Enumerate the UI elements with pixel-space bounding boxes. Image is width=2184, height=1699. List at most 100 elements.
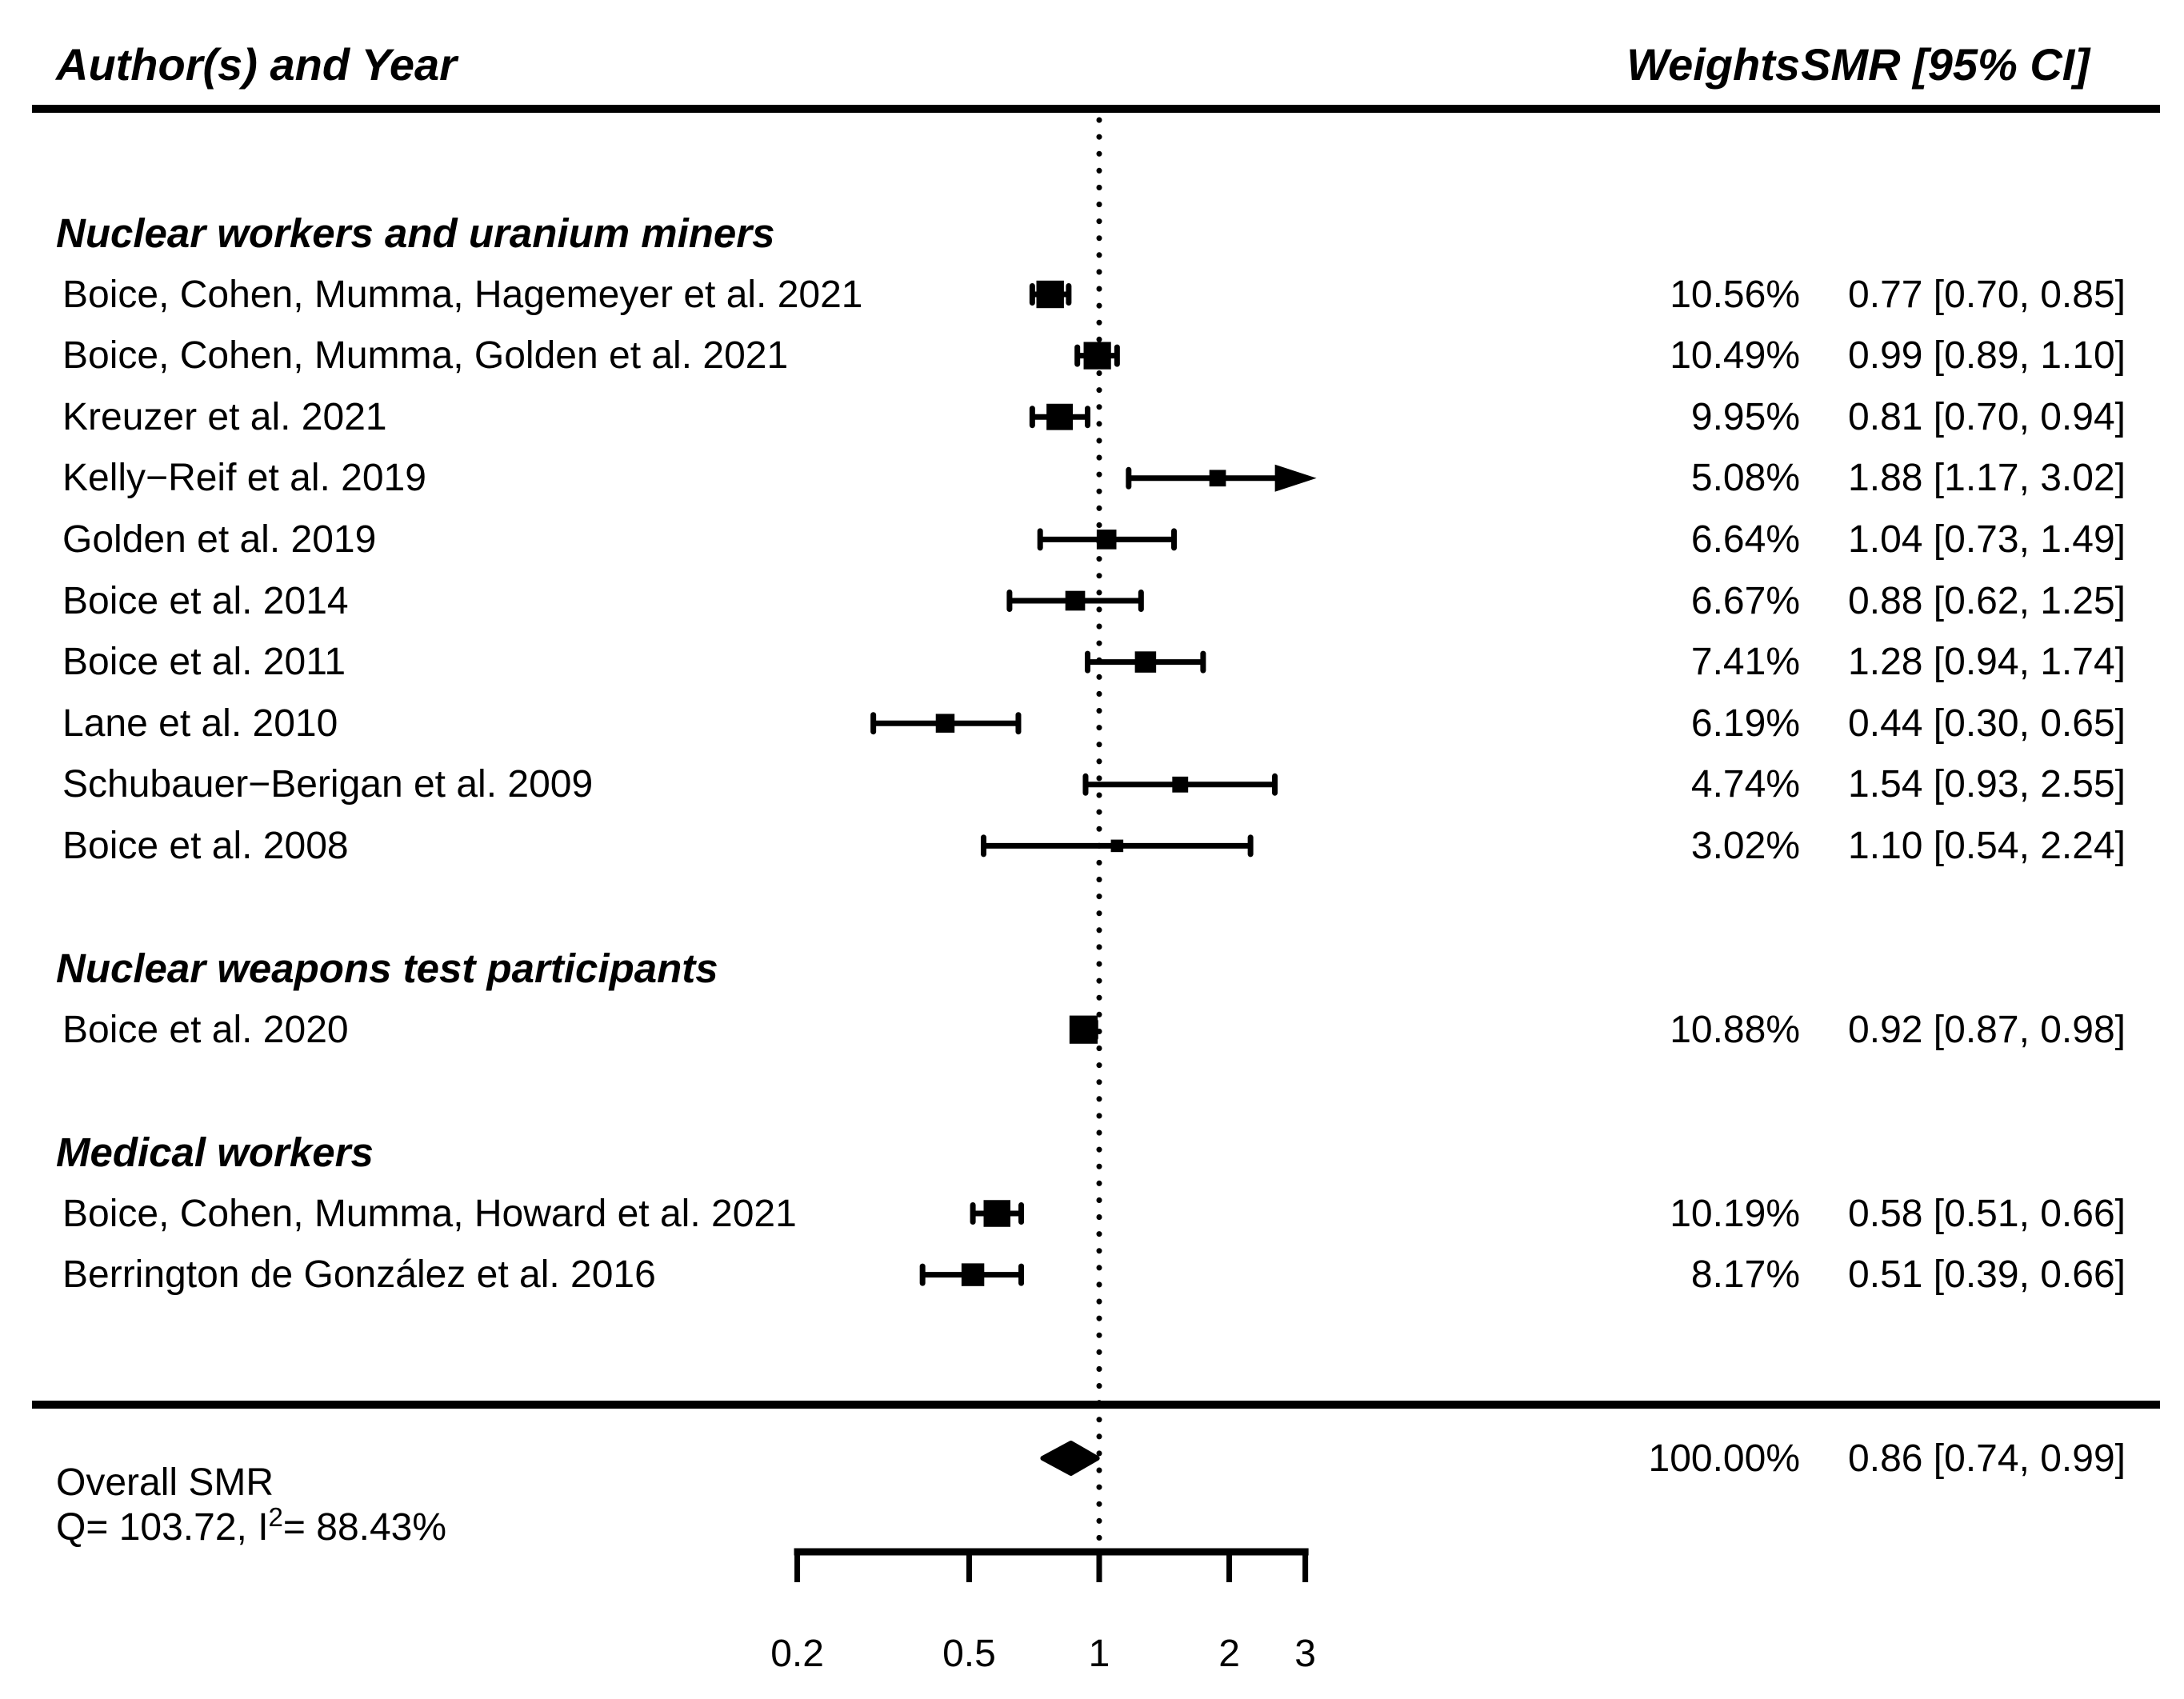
study-smr-value: 0.77 [0.70, 0.85] <box>1848 273 2126 316</box>
ci-marker <box>1029 280 1072 309</box>
x-axis-tick-label: 2 <box>1218 1633 1240 1675</box>
study-smr-value: 0.51 [0.39, 0.66] <box>1848 1253 2126 1297</box>
study-smr-value: 1.28 [0.94, 1.74] <box>1848 641 2126 684</box>
point-estimate-square <box>1096 530 1117 550</box>
ci-arrow-head <box>1274 464 1317 492</box>
ci-marker <box>870 712 1022 735</box>
ci-marker <box>1126 464 1317 492</box>
point-estimate-square <box>1069 1015 1098 1044</box>
heterogeneity-stats: Q= 103.72, I2= 88.43% <box>56 1502 447 1550</box>
study-weight: 10.49% <box>1670 334 1800 378</box>
study-author: Golden et al. 2019 <box>62 518 377 561</box>
ci-cap-left <box>919 1263 926 1286</box>
overall-summary-label: Overall SMR Q= 103.72, I2= 88.43% <box>56 1461 446 1550</box>
column-header-smr: SMR [95% CI] <box>1801 38 2090 90</box>
study-smr-value: 0.99 [0.89, 1.10] <box>1848 334 2126 378</box>
top-rule <box>32 105 2160 113</box>
ci-marker <box>980 834 1254 857</box>
point-estimate-square <box>1134 651 1157 673</box>
study-author: Lane et al. 2010 <box>62 702 338 745</box>
ci-cap-right <box>1138 590 1144 612</box>
study-author: Boice et al. 2020 <box>62 1008 349 1051</box>
ci-marker <box>1069 1015 1098 1044</box>
ci-cap-right <box>1018 1202 1025 1225</box>
study-author: Berrington de González et al. 2016 <box>62 1253 656 1297</box>
ci-cap-right <box>1272 773 1278 796</box>
study-smr-value: 0.58 [0.51, 0.66] <box>1848 1192 2126 1235</box>
study-author: Boice et al. 2008 <box>62 824 349 867</box>
x-axis-tick-label: 0.5 <box>942 1633 996 1675</box>
column-header-weights: Weights <box>1626 38 1800 90</box>
ci-cap-left <box>1074 344 1081 367</box>
x-axis-tick-label: 3 <box>1294 1633 1316 1675</box>
study-smr-value: 1.54 [0.93, 2.55] <box>1848 763 2126 806</box>
ci-marker <box>1006 590 1144 612</box>
summary-diamond <box>1040 1441 1100 1476</box>
group-header: Medical workers <box>56 1129 374 1175</box>
ci-cap-left <box>1037 528 1043 551</box>
study-weight: 9.95% <box>1690 395 1800 438</box>
ci-cap-right <box>1200 650 1206 674</box>
study-weight: 3.02% <box>1690 824 1800 867</box>
ci-marker <box>1084 650 1206 674</box>
ci-cap-left <box>1006 590 1013 612</box>
ci-cap-right <box>1247 834 1254 857</box>
point-estimate-square <box>1065 590 1086 611</box>
study-weight: 8.17% <box>1690 1253 1800 1297</box>
ci-cap-left <box>980 834 986 857</box>
het-prefix: Q= 103.72, I <box>56 1506 269 1549</box>
group-header: Nuclear weapons test participants <box>56 945 718 992</box>
x-axis-tick-label: 0.2 <box>770 1633 824 1675</box>
overall-smr-value: 0.86 [0.74, 0.99] <box>1848 1437 2126 1480</box>
study-smr-value: 1.88 [1.17, 3.02] <box>1848 457 2126 500</box>
point-estimate-square <box>1083 342 1111 370</box>
study-smr-value: 0.92 [0.87, 0.98] <box>1848 1008 2126 1051</box>
ci-cap-left <box>1082 773 1089 796</box>
study-smr-value: 1.04 [0.73, 1.49] <box>1848 518 2126 561</box>
ci-marker <box>1037 528 1178 551</box>
study-author: Boice et al. 2011 <box>62 641 346 684</box>
study-author: Boice, Cohen, Mumma, Hagemeyer et al. 20… <box>62 273 863 316</box>
ci-marker <box>1082 773 1278 796</box>
ci-cap-left <box>1126 466 1132 490</box>
study-weight: 5.08% <box>1690 457 1800 500</box>
ci-cap-right <box>1066 283 1072 306</box>
point-estimate-square <box>1110 839 1124 853</box>
ci-cap-right <box>1015 712 1022 735</box>
study-smr-value: 1.10 [0.54, 2.24] <box>1848 824 2126 867</box>
study-weight: 6.67% <box>1690 579 1800 622</box>
ci-cap-left <box>870 712 877 735</box>
study-weight: 10.56% <box>1670 273 1800 316</box>
point-estimate-square <box>935 714 955 733</box>
point-estimate-square <box>961 1263 985 1286</box>
study-weight: 6.64% <box>1690 518 1800 561</box>
point-estimate-square <box>1209 470 1226 487</box>
ci-cap-left <box>1084 650 1090 674</box>
study-author: Boice, Cohen, Mumma, Golden et al. 2021 <box>62 334 789 378</box>
ci-cap-right <box>1171 528 1178 551</box>
het-suffix: = 88.43% <box>282 1506 447 1549</box>
point-estimate-square <box>1172 776 1189 793</box>
study-smr-value: 0.44 [0.30, 0.65] <box>1848 702 2126 745</box>
ci-cap-left <box>970 1202 976 1225</box>
group-header: Nuclear workers and uranium miners <box>56 210 775 256</box>
study-smr-value: 0.88 [0.62, 1.25] <box>1848 579 2126 622</box>
het-superscript: 2 <box>268 1502 283 1532</box>
point-estimate-square <box>983 1200 1010 1227</box>
overall-weight: 100.00% <box>1648 1437 1801 1480</box>
ci-cap-left <box>1029 406 1035 429</box>
ci-cap-right <box>1018 1263 1025 1286</box>
study-weight: 4.74% <box>1690 763 1800 806</box>
study-author: Kelly−Reif et al. 2019 <box>62 457 426 500</box>
study-author: Schubauer−Berigan et al. 2009 <box>62 763 594 806</box>
ci-cap-left <box>1029 283 1035 306</box>
study-author: Kreuzer et al. 2021 <box>62 395 387 438</box>
ci-marker <box>1029 403 1090 430</box>
ci-marker <box>970 1200 1025 1227</box>
ci-cap-right <box>1084 406 1090 429</box>
study-weight: 6.19% <box>1690 702 1800 745</box>
overall-label: Overall SMR <box>56 1461 274 1504</box>
ci-marker <box>919 1263 1025 1286</box>
